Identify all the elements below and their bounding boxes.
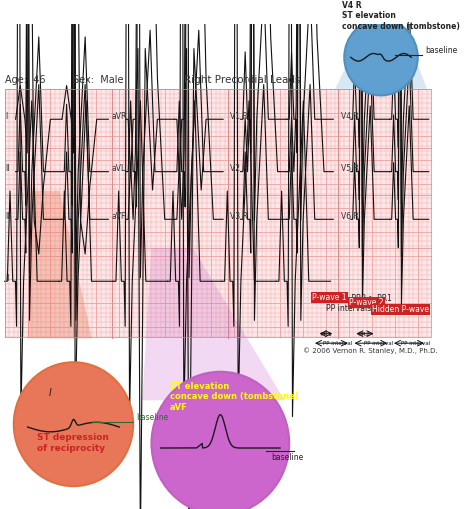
Text: P-wave 1: P-wave 1 (312, 293, 346, 302)
Text: © 2006 Vernon R. Stanley, M.D., Ph.D.: © 2006 Vernon R. Stanley, M.D., Ph.D. (303, 347, 438, 354)
Bar (5, 89, 430, 336)
Text: PP interval: PP interval (323, 341, 352, 346)
Circle shape (14, 362, 133, 486)
FancyBboxPatch shape (5, 89, 430, 336)
Text: baseline: baseline (425, 46, 457, 55)
Text: aVR: aVR (111, 111, 127, 121)
Polygon shape (335, 34, 427, 89)
Text: PR1: PR1 (320, 331, 332, 336)
Text: ST elevation
concave down (tombstone)
aVF: ST elevation concave down (tombstone) aV… (170, 382, 299, 412)
Text: baseline: baseline (271, 454, 303, 462)
Text: Hidden P-wave: Hidden P-wave (372, 305, 429, 314)
Text: V5 R: V5 R (341, 164, 358, 173)
Polygon shape (27, 191, 92, 338)
Text: Age:  46: Age: 46 (5, 75, 45, 85)
Text: V3 R: V3 R (230, 212, 248, 221)
Text: PP interval: PP interval (364, 341, 393, 346)
Text: ST depression
of reciprocity: ST depression of reciprocity (36, 434, 109, 453)
Circle shape (152, 372, 289, 509)
Text: aVL: aVL (111, 164, 125, 173)
Text: Note:  PR2 > PR1
PP intervals equal: Note: PR2 > PR1 PP intervals equal (326, 294, 395, 313)
Text: V4 R: V4 R (341, 111, 358, 121)
Text: V4 R
ST elevation
concave down (tombstone): V4 R ST elevation concave down (tombston… (342, 1, 459, 31)
Text: PP interval: PP interval (401, 341, 430, 346)
Text: Sex:  Male: Sex: Male (73, 75, 124, 85)
Text: V6 R: V6 R (341, 212, 358, 221)
Text: aVF: aVF (111, 212, 126, 221)
Text: baseline: baseline (136, 413, 168, 422)
Text: III: III (6, 212, 12, 221)
Text: I: I (6, 111, 8, 121)
Text: PR2: PR2 (358, 331, 370, 336)
Polygon shape (142, 248, 284, 401)
Text: II: II (6, 164, 10, 173)
Text: P-wave 2: P-wave 2 (349, 298, 383, 307)
Text: II: II (6, 274, 10, 282)
Text: I: I (49, 387, 52, 398)
Text: V1 R: V1 R (230, 111, 248, 121)
Text: V2 R: V2 R (230, 164, 248, 173)
Circle shape (344, 19, 418, 95)
Text: Right Precordial Leads: Right Precordial Leads (183, 75, 300, 85)
